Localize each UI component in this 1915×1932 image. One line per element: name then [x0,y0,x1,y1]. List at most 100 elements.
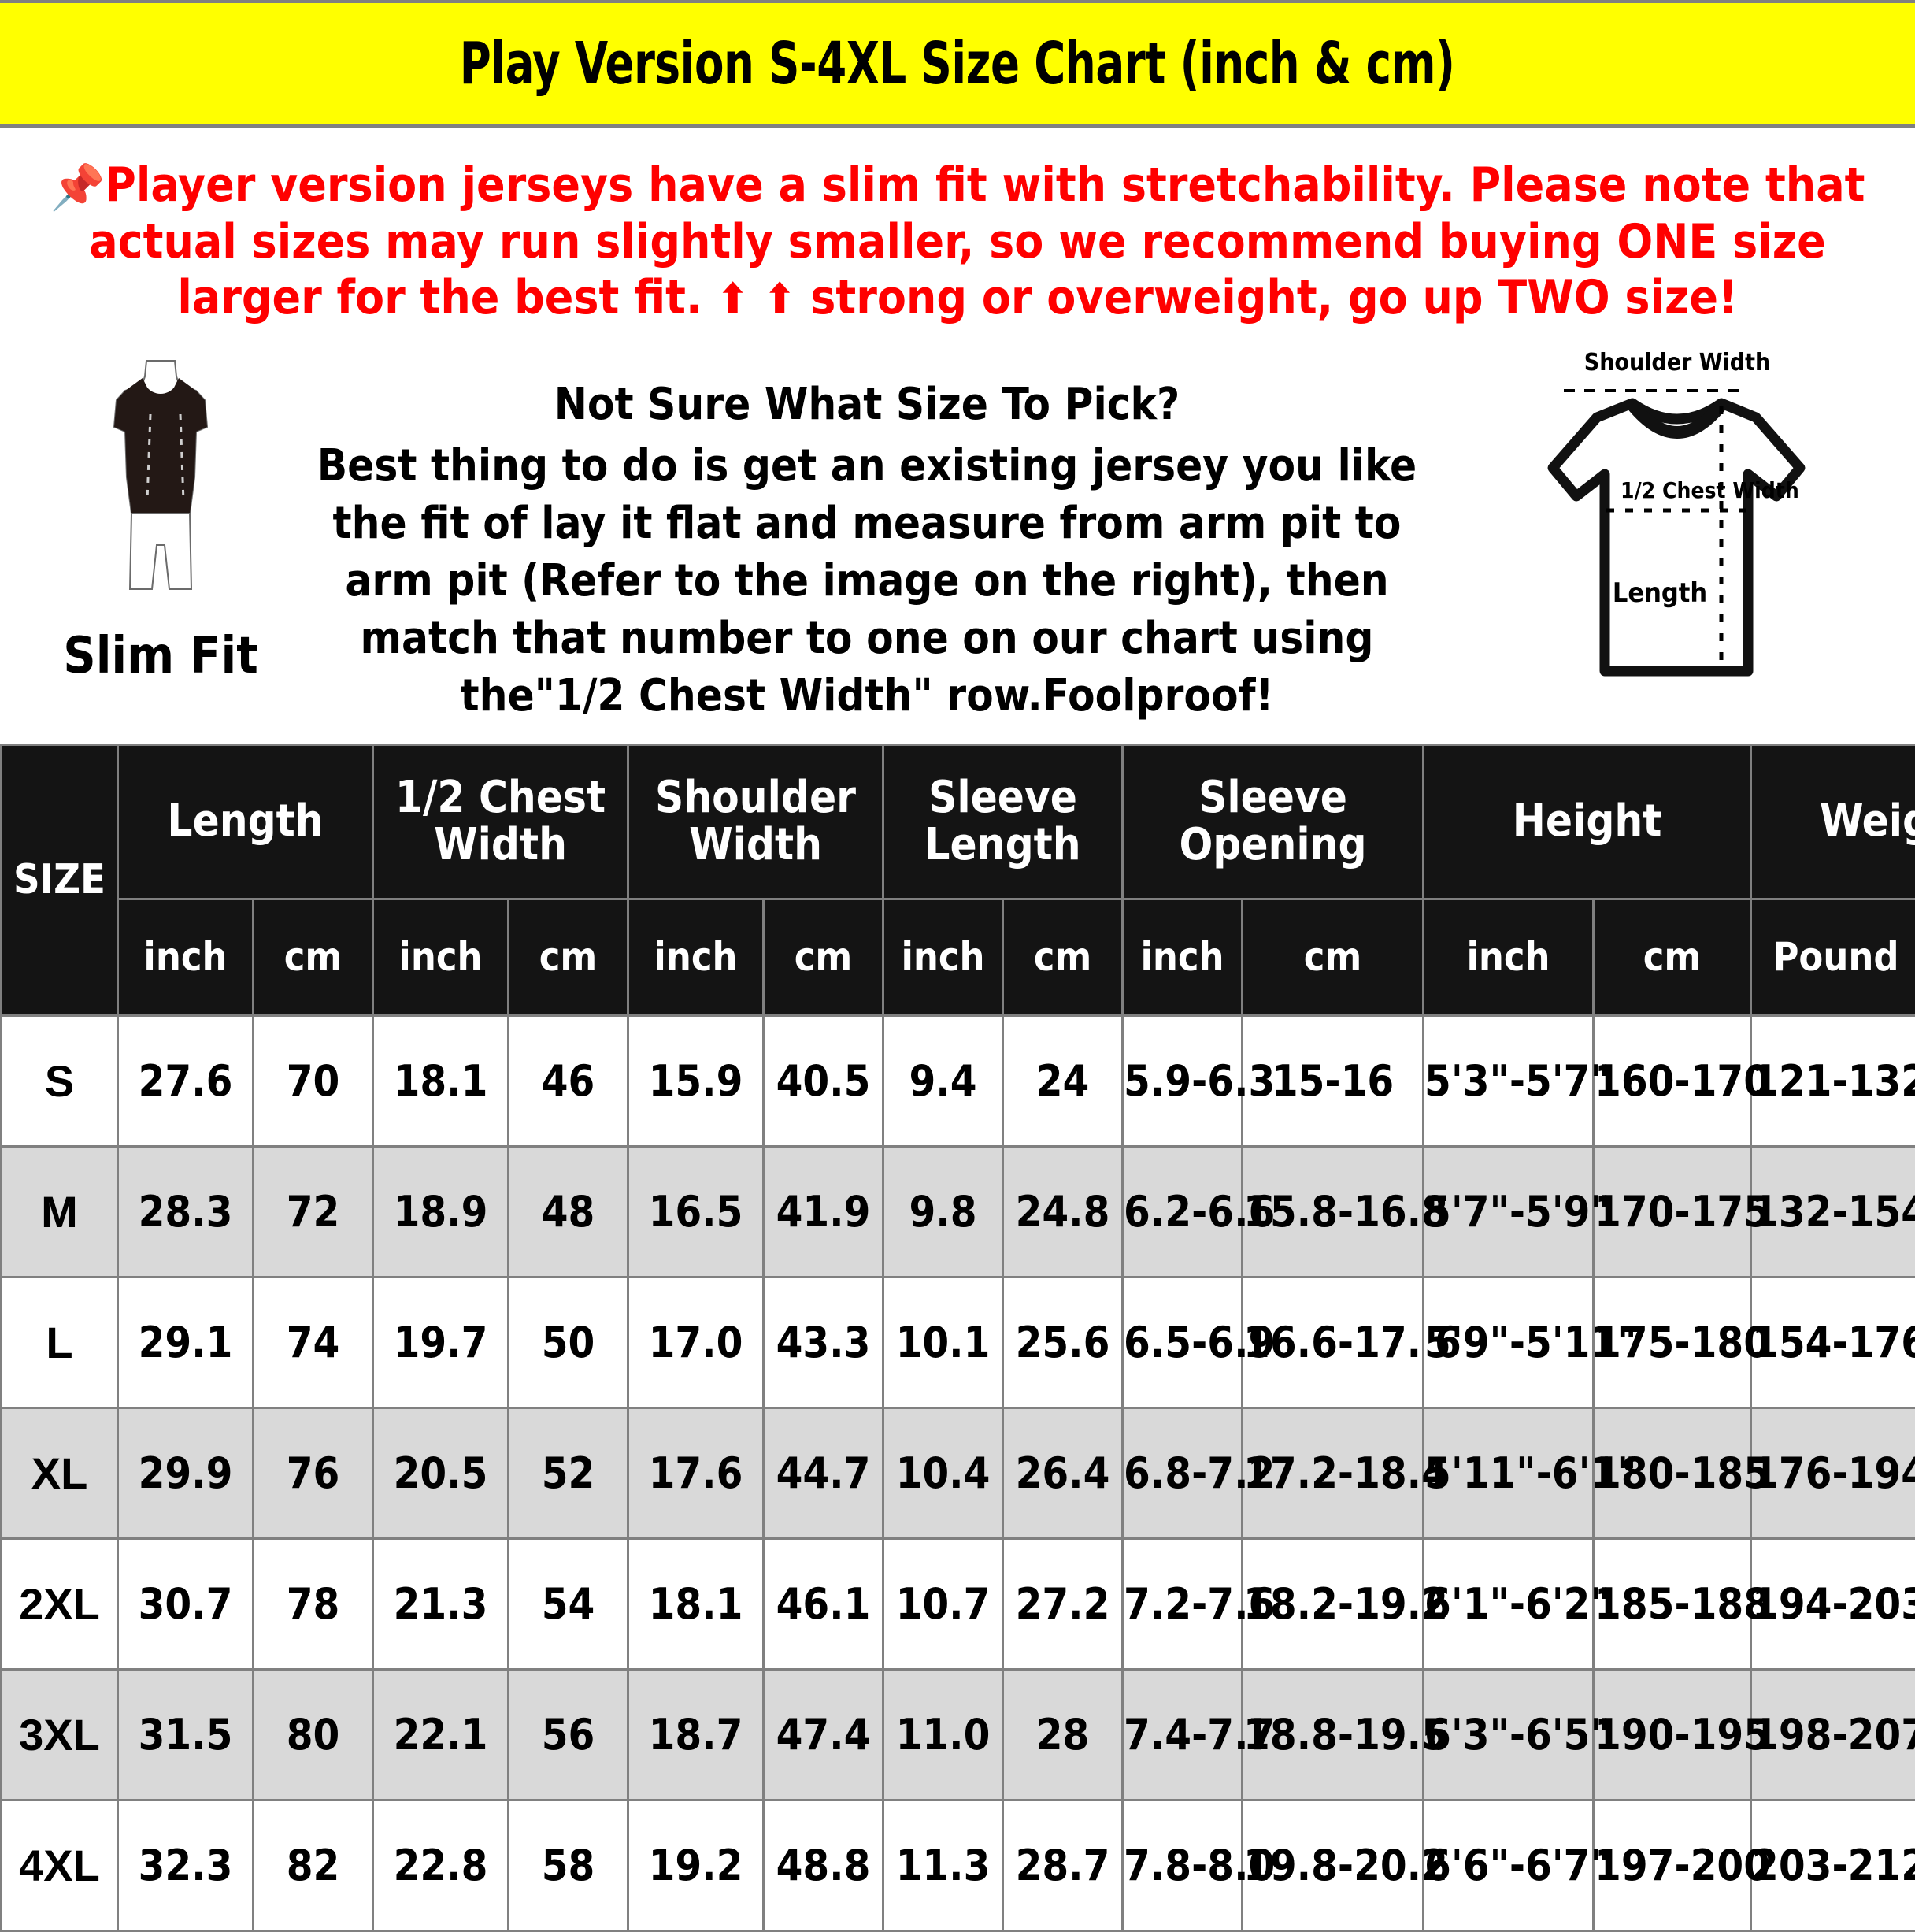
value-cell: 24 [1002,1014,1124,1148]
table-row: 3XL 31.5 80 22.1 56 18.7 47.4 11.0 28 7.4-7.7 18.8… [0,1667,1915,1801]
value-cell: 11.3 [882,1798,1005,1932]
header-group-height: Height [1422,743,1753,900]
value-cell: 47.4 [761,1667,885,1801]
value-cell: 29.1 [117,1275,254,1409]
value-cell: 6'6"-6'7" [1422,1798,1610,1932]
value-cell: 58 [507,1798,629,1932]
value-cell: 132-154 [1750,1144,1915,1278]
value-cell: 203-212 [1750,1798,1915,1932]
up-arrow-icon-1: ⬆ [717,273,749,324]
notice-line-1: Player version jerseys have a slim fit w… [89,158,1865,270]
value-cell: 24.8 [1002,1144,1124,1278]
value-cell: 5.9-6.3 [1121,1014,1275,1148]
value-cell: 180-185 [1592,1406,1770,1540]
value-cell: 40.5 [761,1014,885,1148]
mannequin-icon [102,359,220,619]
value-cell: 198-207 [1750,1667,1915,1801]
title-banner: Play Version S-4XL Size Chart (inch & cm… [0,0,1915,128]
table-body: S 27.6 70 18.1 46 15.9 40.5 9.4 24 5.9-6.3 15-16 5'… [0,1014,1915,1932]
table-row: M 28.3 72 18.9 48 16.5 41.9 9.8 24.8 6.2-6.6 15.8-… [0,1144,1915,1278]
slim-fit-block: Slim Fit [19,339,302,685]
value-cell: 29.9 [117,1406,254,1540]
notice-line-2a: slightly smaller, so we recommend buying… [177,214,1826,325]
value-cell: 6.2-6.6 [1121,1144,1275,1278]
value-cell: 190-195 [1592,1667,1770,1801]
value-cell: 78 [252,1537,374,1671]
value-cell: 10.4 [882,1406,1005,1540]
value-cell: 18.1 [627,1537,765,1671]
value-cell: 18.8-19.5 [1241,1667,1448,1801]
size-cell: S [0,1014,119,1148]
value-cell: 52 [507,1406,629,1540]
value-cell: 17.0 [627,1275,765,1409]
value-cell: 175-180 [1592,1275,1770,1409]
value-cell: 48.8 [761,1798,885,1932]
value-cell: 41.9 [761,1144,885,1278]
table-row: XL 29.9 76 20.5 52 17.6 44.7 10.4 26.4 6.8-7.2 17.… [0,1406,1915,1540]
pushpin-icon: 📌 [50,162,106,213]
how-to-body: Best thing to do is get an existing jers… [317,440,1417,721]
value-cell: 6'1"-6'2" [1422,1537,1610,1671]
size-cell: XL [0,1406,119,1540]
info-band: Slim Fit Not Sure What Size To Pick? Bes… [0,334,1915,744]
value-cell: 27.2 [1002,1537,1124,1671]
page-title: Play Version S-4XL Size Chart (inch & cm… [460,30,1455,98]
value-cell: 46.1 [761,1537,885,1671]
value-cell: 9.8 [882,1144,1005,1278]
value-cell: 22.8 [372,1798,509,1932]
how-to-measure-text: Not Sure What Size To Pick? Best thing t… [302,339,1455,725]
warning-notice: 📌Player version jerseys have a slim fit … [0,128,1915,334]
header-unit-shoulder-inch: inch [627,897,765,1017]
value-cell: 46 [507,1014,629,1148]
value-cell: 15.9 [627,1014,765,1148]
size-cell: M [0,1144,119,1278]
value-cell: 21.3 [372,1537,509,1671]
value-cell: 10.7 [882,1537,1005,1671]
value-cell: 18.7 [627,1667,765,1801]
value-cell: 5'3"-5'7" [1422,1014,1610,1148]
size-cell: L [0,1275,119,1409]
value-cell: 17.6 [627,1406,765,1540]
table-head: SIZE Length 1/2 Chest Width Shoulder Wid… [0,743,1915,1017]
value-cell: 17.2-18.4 [1241,1406,1448,1540]
size-chart-table: SIZE Length 1/2 Chest Width Shoulder Wid… [0,743,1915,1932]
value-cell: 15.8-16.8 [1241,1144,1448,1278]
value-cell: 25.6 [1002,1275,1124,1409]
slim-fit-label: Slim Fit [63,626,258,685]
value-cell: 19.7 [372,1275,509,1409]
header-unit-height-cm: cm [1592,897,1753,1017]
size-cell: 3XL [0,1667,119,1801]
header-group-row: SIZE Length 1/2 Chest Width Shoulder Wid… [0,743,1915,1017]
value-cell: 5'9"-5'11" [1422,1275,1637,1409]
header-group-half-chest-width: 1/2 Chest Width [372,743,629,900]
header-group-sleeve-opening: Sleeve Opening [1121,743,1425,900]
header-group-shoulder-width: Shoulder Width [626,743,885,900]
value-cell: 76 [252,1406,374,1540]
value-cell: 19.2 [627,1798,765,1932]
header-unit-length-cm: cm [252,897,374,1017]
value-cell: 30.7 [117,1537,254,1671]
value-cell: 18.1 [372,1014,509,1148]
header-unit-sleeve-opening-cm: cm [1241,897,1425,1017]
value-cell: 7.4-7.7 [1121,1667,1275,1801]
value-cell: 56 [507,1667,629,1801]
value-cell: 28.3 [117,1144,254,1278]
header-unit-shoulder-cm: cm [761,897,885,1017]
header-unit-sleeve-opening-inch: inch [1121,897,1244,1017]
notice-line-3: up TWO size! [1422,269,1738,325]
value-cell: 11.0 [882,1667,1005,1801]
header-group-sleeve-length: Sleeve Length [882,743,1124,900]
size-cell: 2XL [0,1537,119,1671]
value-cell: 80 [252,1667,374,1801]
value-cell: 185-188 [1592,1537,1770,1671]
value-cell: 7.2-7.6 [1121,1537,1275,1671]
value-cell: 20.5 [372,1406,509,1540]
header-unit-length-inch: inch [117,897,254,1017]
size-cell: 4XL [0,1798,119,1932]
value-cell: 82 [252,1798,374,1932]
value-cell: 48 [507,1144,629,1278]
value-cell: 28.7 [1002,1798,1124,1932]
value-cell: 15-16 [1241,1014,1425,1148]
notice-line-2b: strong or overweight, go [810,269,1408,325]
value-cell: 5'7"-5'9" [1422,1144,1610,1278]
